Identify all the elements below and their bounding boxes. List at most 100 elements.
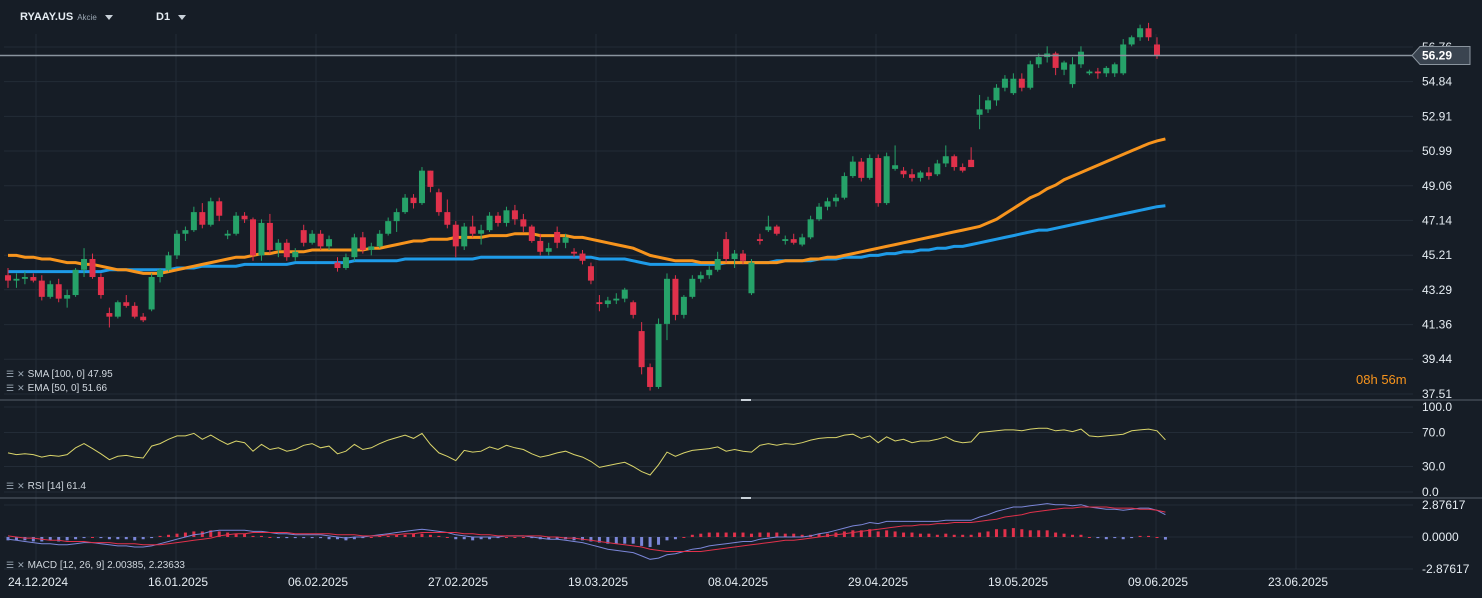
macd-histogram-bar [1163,537,1167,540]
macd-histogram-bar [623,537,627,544]
panel-resize-handle [741,497,751,499]
macd-histogram-bar [944,533,948,537]
macd-histogram-bar [851,530,855,537]
macd-histogram-bar [783,533,787,537]
candle-body [182,230,189,234]
close-icon[interactable]: ✕ [17,560,25,570]
settings-icon[interactable]: ☰ [6,481,15,491]
candle-body [511,210,518,220]
candle-body [5,275,11,281]
candle-body [300,230,307,243]
date-tick-label: 19.03.2025 [568,575,628,589]
macd-histogram-bar [597,537,601,543]
settings-icon[interactable]: ☰ [6,369,15,379]
macd-histogram-bar [893,531,897,537]
close-icon[interactable]: ✕ [17,383,25,393]
macd-histogram-bar [648,537,652,548]
macd-histogram-bar [758,532,762,537]
settings-icon[interactable]: ☰ [6,560,15,570]
candle-body [444,212,451,225]
macd-histogram-bar [107,537,111,540]
candle-body [1094,71,1101,74]
candle-body [1086,71,1093,74]
candle-body [807,219,814,238]
candle-body [1128,37,1135,45]
macd-histogram-bar [572,537,576,541]
candle-body [199,212,206,225]
macd-histogram-bar [800,534,804,537]
candle-body [959,167,966,171]
candle-body [520,219,527,227]
candle-body [157,269,164,278]
candle-body [368,246,375,250]
candle-body [579,253,586,261]
macd-histogram-bar [420,533,424,537]
candle-body [1061,62,1068,70]
candle-body [89,258,96,278]
macd-histogram-bar [868,529,872,537]
timeframe-selector[interactable]: D1 [156,11,187,23]
macd-histogram-bar [741,532,745,537]
close-icon[interactable]: ✕ [17,369,25,379]
macd-histogram-bar [826,533,830,537]
timeframe-label: D1 [156,11,171,23]
candle-body [799,237,806,245]
candle-body [486,215,493,231]
rsi-indicator-label[interactable]: ☰ ✕ RSI [14] 61.4 [6,481,86,492]
price-tick-label: 45.21 [1422,248,1452,262]
macd-histogram-bar [293,537,297,539]
macd-histogram-bar [817,533,821,537]
macd-histogram-bar [699,533,703,537]
candle-body [478,230,485,234]
sma-indicator-label[interactable]: ☰ ✕ SMA [100, 0] 47.95 [6,369,113,380]
candle-body [706,269,713,276]
macd-histogram-bar [1147,535,1151,537]
candle-body [689,278,696,297]
candle-body [1111,64,1118,74]
macd-histogram-bar [48,537,52,541]
rsi-tick-label: 70.0 [1422,426,1446,440]
macd-histogram-bar [1155,537,1159,538]
symbol-type: Akcie [77,13,97,22]
candle-body [503,210,510,223]
candle-body [908,174,915,178]
candle-body [816,206,823,220]
macd-histogram-bar [488,537,492,540]
candle-body [140,316,147,321]
candle-body [258,222,265,256]
candle-body [858,161,865,178]
macd-histogram-bar [82,537,86,539]
candle-body [131,305,138,317]
macd-histogram-bar [327,537,331,540]
candle-body [317,233,324,247]
macd-histogram-bar [994,529,998,537]
rsi-tick-label: 30.0 [1422,460,1446,474]
candle-body [866,158,873,178]
settings-icon[interactable]: ☰ [6,383,15,393]
ema-indicator-label[interactable]: ☰ ✕ EMA [50, 0] 51.66 [6,383,107,394]
macd-histogram-bar [547,537,551,540]
candle-body [951,156,958,168]
macd-histogram-bar [403,534,407,537]
macd-histogram-bar [952,534,956,537]
candle-body [64,295,71,299]
macd-indicator-label[interactable]: ☰ ✕ MACD [12, 26, 9] 2.00385, 2.23633 [6,560,185,571]
macd-histogram-bar [1121,537,1125,540]
macd-label-text: MACD [12, 26, 9] 2.00385, 2.23633 [27,560,185,571]
macd-histogram-bar [1037,530,1041,537]
macd-histogram-bar [910,532,914,537]
macd-histogram-bar [606,537,610,544]
symbol-selector[interactable]: RYAAY.US Akcie [20,11,113,23]
macd-histogram-bar [175,533,179,537]
macd-histogram-bar [259,535,263,537]
macd-histogram-bar [251,535,255,537]
macd-histogram-bar [454,537,458,540]
candle-body [376,233,383,247]
macd-histogram-bar [57,537,61,542]
close-icon[interactable]: ✕ [17,481,25,491]
candle-body [655,323,662,387]
candle-body [849,161,856,177]
candle-body [359,237,366,250]
candle-body [993,87,1000,101]
